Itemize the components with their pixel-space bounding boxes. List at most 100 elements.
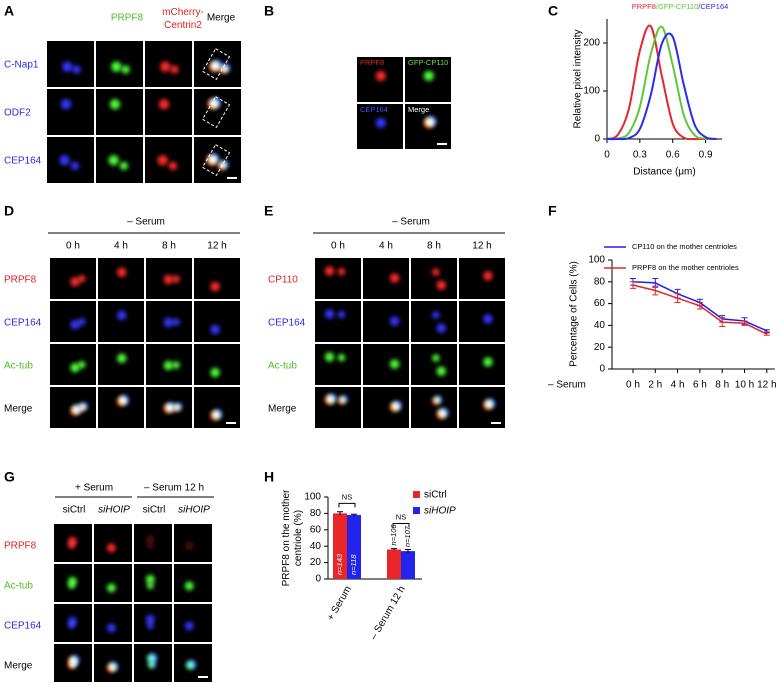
y-tick-label: 200 (583, 38, 600, 49)
signal-spot (184, 621, 194, 631)
signal-spot (106, 583, 116, 593)
legend-swatch (413, 491, 420, 498)
row-label: Merge (4, 404, 33, 415)
x-tick-label: 12 h (757, 380, 776, 391)
signal-spot (436, 366, 446, 376)
column-header-line: mCherry- (162, 7, 204, 18)
signal-spot (436, 323, 446, 333)
signal-spot (163, 274, 174, 285)
y-axis-label: Percentage of Cells (%) (569, 261, 580, 367)
signal-spot (68, 621, 76, 629)
signal-spot (60, 99, 72, 110)
signal-spot (59, 155, 70, 166)
error-bar (351, 513, 357, 516)
tile-label: GFP-CP110 (408, 58, 448, 67)
roi-box (201, 96, 231, 128)
x-tick-label: 8 h (715, 380, 729, 391)
micrograph (315, 301, 361, 342)
signal-spot (146, 582, 154, 590)
bracket (338, 502, 356, 508)
chart-title: PRPF8/GFP-CP110/CEP164 (632, 2, 729, 11)
micrograph (134, 524, 172, 562)
column-header: 12 h (472, 241, 491, 252)
signal-spot (111, 61, 122, 72)
micrograph-grid (357, 57, 451, 149)
title-part: /CEP164 (698, 2, 728, 11)
micrograph (145, 137, 192, 183)
tile-label: CEP164 (360, 105, 388, 114)
micrograph-grid (47, 41, 241, 183)
micrograph (94, 604, 132, 642)
signal-spot (168, 161, 178, 171)
legend-label: PRPF8 on the mother centrioles (632, 263, 739, 272)
y-tick-label: 60 (310, 524, 322, 535)
signal-spot (210, 324, 220, 335)
micrograph (134, 604, 172, 642)
error-bar (763, 329, 770, 333)
signal-spot (423, 70, 434, 81)
panel-label: A (4, 3, 14, 19)
signal-spot (157, 155, 168, 166)
n-label: n=106 (389, 524, 398, 546)
row-label: Ac-tub (268, 361, 297, 372)
tile-label: PRPF8 (360, 58, 384, 67)
row-label: PRPF8 (4, 275, 37, 286)
panel-label: E (264, 203, 273, 219)
x-tick-label: 6 h (693, 380, 707, 391)
signal-spot (208, 153, 220, 164)
signal-spot (210, 367, 220, 378)
micrograph (194, 301, 240, 342)
signal-spot (70, 276, 80, 287)
bar (347, 515, 361, 579)
y-axis-label: Relative pixel intensity (573, 30, 584, 129)
x-tick-label: 0 h (626, 380, 640, 391)
signal-spot (389, 273, 400, 283)
y-axis-label-line: PRPF8 on the mother (281, 489, 292, 586)
row-label: CEP164 (4, 156, 42, 167)
micrograph (98, 387, 144, 428)
signal-spot (436, 280, 446, 290)
panel-label: D (4, 203, 14, 219)
micrograph (459, 344, 505, 385)
micrograph (174, 524, 212, 562)
column-header: 0 h (66, 241, 80, 252)
y-tick-label: 0 (594, 134, 600, 145)
y-axis-label-line: centriole (%) (293, 510, 304, 566)
error-bar (391, 548, 397, 551)
signal-spot (146, 622, 154, 630)
signal-spot (392, 400, 402, 411)
signal-spot (221, 63, 231, 73)
x-tick-label: 2 h (648, 380, 662, 391)
signal-spot (483, 357, 493, 367)
column-header: 4 h (379, 241, 393, 252)
row-label: Ac-tub (4, 581, 33, 592)
column-header-line: Centrin2 (164, 20, 202, 31)
panel-label: G (4, 469, 15, 485)
micrograph (194, 387, 240, 428)
signal-spot (163, 360, 174, 371)
signal-spot (117, 310, 127, 321)
signal-spot (172, 275, 180, 283)
signal-spot (106, 543, 116, 553)
signal-spot (72, 65, 81, 74)
signal-spot (172, 318, 180, 326)
micrograph (411, 258, 457, 299)
significance-label: NS (342, 492, 352, 501)
x-tick-label: 10 h (735, 380, 754, 391)
signal-spot (70, 362, 80, 373)
signal-spot (70, 660, 78, 668)
signal-spot (148, 653, 158, 663)
signal-spot (70, 319, 80, 330)
column-header: siHOIP (98, 505, 130, 516)
micrograph (315, 258, 361, 299)
panel-label: H (264, 469, 274, 485)
signal-spot (324, 352, 335, 362)
signal-spot (432, 354, 440, 362)
signal-spot (485, 398, 496, 409)
signal-spot (184, 541, 194, 551)
signal-spot (145, 574, 155, 584)
row-label: ODF2 (4, 108, 31, 119)
legend-label: siCtrl (424, 490, 447, 501)
signal-spot (426, 116, 437, 127)
y-tick-label: 100 (583, 86, 600, 97)
